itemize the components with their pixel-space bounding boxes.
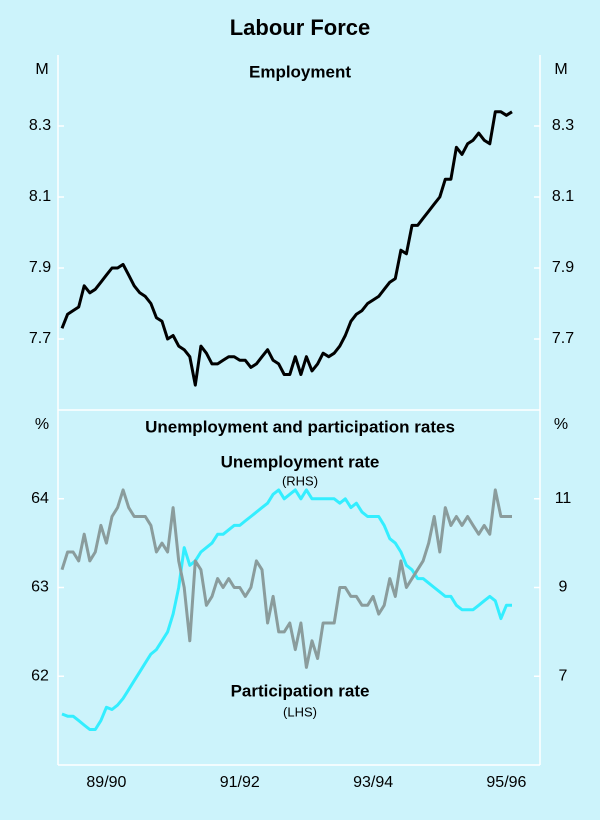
y2-tick-label: 8.3: [552, 117, 574, 134]
page-title: Labour Force: [230, 15, 371, 40]
x-tick-label: 93/94: [353, 774, 393, 791]
panel-title: Unemployment and participation rates: [145, 417, 455, 436]
y2-axis-unit: M: [554, 61, 567, 78]
series-axis-note: (LHS): [283, 704, 317, 719]
y2-axis-unit: %: [554, 416, 568, 433]
series-axis-note: (RHS): [282, 473, 318, 488]
x-tick-label: 95/96: [486, 774, 526, 791]
panel-title: Employment: [249, 62, 351, 81]
y2-tick-label: 7.7: [552, 330, 574, 347]
y2-tick-label: 7.9: [552, 259, 574, 276]
y-axis-unit: %: [35, 416, 49, 433]
y-tick-label: 62: [31, 667, 49, 684]
y-axis-unit: M: [35, 61, 48, 78]
series-line: [61, 488, 512, 731]
y-tick-label: 8.3: [29, 117, 51, 134]
x-tick-label: 89/90: [86, 774, 126, 791]
y-tick-label: 7.9: [29, 259, 51, 276]
y2-tick-label: 11: [555, 490, 572, 507]
x-tick-label: 91/92: [220, 774, 260, 791]
y2-tick-label: 8.1: [552, 188, 574, 205]
y2-tick-label: 7: [559, 667, 568, 684]
series-label: Participation rate: [231, 681, 370, 700]
series-line: [60, 488, 512, 669]
series-line: [60, 110, 513, 387]
y-tick-label: 7.7: [29, 330, 51, 347]
y2-tick-label: 9: [559, 579, 568, 596]
y-tick-label: 63: [31, 579, 49, 596]
y-tick-label: 64: [31, 490, 49, 507]
series-label: Unemployment rate: [221, 452, 380, 471]
y-tick-label: 8.1: [29, 188, 51, 205]
